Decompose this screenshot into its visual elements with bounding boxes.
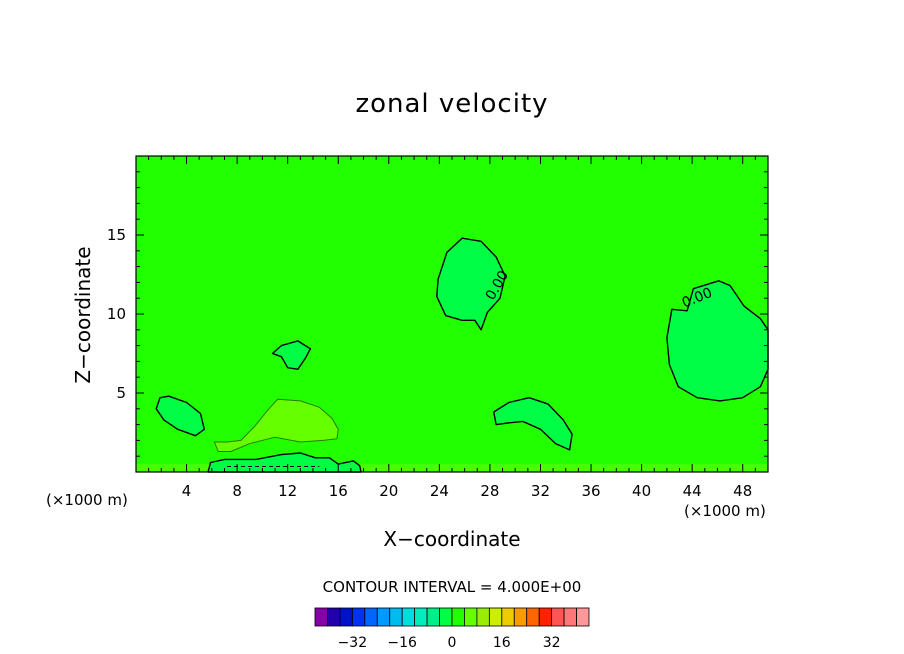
chart-title: zonal velocity <box>355 89 548 119</box>
colorbar-swatch <box>563 607 577 627</box>
colorbar-tick-label: −16 <box>387 635 417 651</box>
plot-area: 0.00 0.00 <box>135 155 769 473</box>
colorbar-tick-label: 0 <box>448 635 457 651</box>
x-axis-ticks: 4 8 12 16 20 24 28 32 36 40 44 48 <box>148 156 756 500</box>
colorbar-swatch <box>576 607 590 627</box>
x-tick-label: 4 <box>182 482 192 500</box>
x-tick-label: 16 <box>329 482 348 500</box>
colorbar-swatch <box>488 607 503 627</box>
colorbar-swatch <box>451 607 465 627</box>
y-tick-label: 15 <box>107 226 126 244</box>
colorbar-tick-label: 32 <box>543 635 561 651</box>
y-axis-ticks: 5 10 15 <box>107 171 768 457</box>
colorbar-swatch <box>464 607 478 627</box>
x-tick-label: 8 <box>232 482 242 500</box>
y-tick-label: 5 <box>116 384 126 402</box>
colorbar-swatch <box>526 607 540 627</box>
colorbar-swatch <box>414 607 428 627</box>
x-tick-label: 32 <box>531 482 550 500</box>
colorbar-swatch <box>376 607 391 627</box>
contour-negative-cell-lower-center <box>493 397 573 451</box>
contour-negative-band-bottom <box>207 452 362 473</box>
contour-positive-cell-low <box>213 398 339 452</box>
colorbar-tick-label: 16 <box>493 635 511 651</box>
x-tick-label: 24 <box>430 482 449 500</box>
contour-negative-cell-center <box>436 237 506 331</box>
colorbar: −32 −16 0 16 32 <box>314 607 590 651</box>
colorbar-swatch <box>426 607 440 627</box>
colorbar-swatch <box>401 607 416 627</box>
colorbar-swatch <box>364 607 378 627</box>
x-tick-label: 36 <box>581 482 600 500</box>
x-axis-title: X−coordinate <box>383 527 520 551</box>
colorbar-swatch <box>551 607 565 627</box>
colorbar-swatch <box>439 607 453 627</box>
y-unit-label: (×1000 m) <box>46 491 128 509</box>
x-unit-label: (×1000 m) <box>684 502 766 520</box>
x-tick-label: 48 <box>733 482 752 500</box>
x-tick-label: 44 <box>683 482 702 500</box>
x-tick-label: 12 <box>278 482 297 500</box>
colorbar-tick-label: −32 <box>338 635 368 651</box>
colorbar-swatch <box>538 607 553 627</box>
colorbar-swatch <box>314 607 328 627</box>
x-tick-label: 28 <box>480 482 499 500</box>
colorbar-swatch <box>513 607 528 627</box>
x-tick-label: 20 <box>379 482 398 500</box>
contour-negative-cell-small <box>271 340 312 370</box>
colorbar-swatch <box>389 607 403 627</box>
y-tick-label: 10 <box>107 305 126 323</box>
contour-interval-label: CONTOUR INTERVAL = 4.000E+00 <box>323 578 582 596</box>
colorbar-swatch <box>501 607 515 627</box>
colorbar-swatch <box>351 607 366 627</box>
y-axis-title: Z−coordinate <box>71 246 95 383</box>
colorbar-swatch <box>327 607 341 627</box>
x-tick-label: 40 <box>632 482 651 500</box>
colorbar-swatch <box>339 607 353 627</box>
contour-negative-cell-left <box>155 395 205 437</box>
colorbar-swatch <box>476 607 490 627</box>
